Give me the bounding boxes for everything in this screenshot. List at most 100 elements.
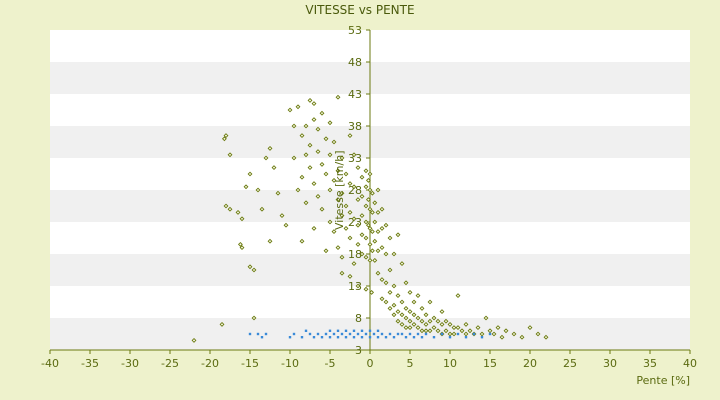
data-point xyxy=(315,149,321,155)
data-point xyxy=(395,309,401,315)
data-point xyxy=(483,315,489,321)
data-point xyxy=(332,332,336,336)
data-point xyxy=(375,248,381,254)
data-point xyxy=(312,336,316,339)
x-tick-label: 0 xyxy=(367,357,374,370)
data-point xyxy=(372,238,378,244)
data-point xyxy=(423,321,429,327)
data-point xyxy=(351,216,357,222)
data-point xyxy=(495,325,501,331)
data-point xyxy=(411,321,417,327)
data-point xyxy=(351,184,357,190)
data-point xyxy=(423,312,429,318)
data-point xyxy=(352,336,356,339)
x-tick-label: -15 xyxy=(241,357,259,370)
data-point xyxy=(339,155,345,161)
data-point xyxy=(411,299,417,305)
x-tick-label: 15 xyxy=(483,357,497,370)
data-point xyxy=(499,334,505,340)
data-point xyxy=(388,332,392,336)
x-tick-label: 35 xyxy=(643,357,657,370)
data-point xyxy=(411,312,417,318)
data-point xyxy=(431,325,437,331)
data-point xyxy=(432,336,436,339)
data-point xyxy=(343,203,349,209)
data-point xyxy=(384,336,388,339)
data-point xyxy=(387,235,393,241)
x-tick-label: 10 xyxy=(443,357,457,370)
data-point xyxy=(448,336,452,339)
data-point xyxy=(360,329,364,332)
data-point xyxy=(431,315,437,321)
data-point xyxy=(392,336,396,339)
data-point xyxy=(363,219,369,225)
data-point xyxy=(352,329,356,332)
data-point xyxy=(344,329,348,332)
data-point xyxy=(408,332,412,336)
data-point xyxy=(403,315,409,321)
data-point xyxy=(407,289,413,295)
y-tick-label: 48 xyxy=(348,56,362,69)
data-point xyxy=(527,325,533,331)
data-point xyxy=(347,181,353,187)
data-point xyxy=(455,293,461,299)
data-point xyxy=(320,336,324,339)
data-point xyxy=(391,312,397,318)
data-point xyxy=(304,329,308,332)
data-point xyxy=(327,219,333,225)
data-point xyxy=(331,229,337,235)
data-point xyxy=(435,328,441,334)
data-point xyxy=(335,197,341,203)
data-point xyxy=(295,187,301,193)
data-point xyxy=(300,336,304,339)
data-point xyxy=(335,245,341,251)
data-point xyxy=(383,222,389,228)
data-point xyxy=(415,325,421,331)
data-point xyxy=(375,270,381,276)
data-point xyxy=(376,329,380,332)
data-point xyxy=(359,174,365,180)
x-tick-label: 30 xyxy=(603,357,617,370)
data-point xyxy=(467,328,473,334)
data-point xyxy=(456,332,460,336)
data-point xyxy=(364,332,368,336)
x-tick-label: 40 xyxy=(683,357,697,370)
y-tick-label: 33 xyxy=(348,152,362,165)
data-point xyxy=(311,225,317,231)
data-point xyxy=(331,139,337,145)
y-tick-label: 8 xyxy=(355,312,362,325)
data-point xyxy=(336,329,340,332)
data-point xyxy=(328,329,332,332)
data-point xyxy=(239,216,245,222)
data-point xyxy=(368,336,372,339)
data-point xyxy=(327,120,333,126)
data-point xyxy=(359,251,365,257)
data-point xyxy=(339,190,345,196)
x-tick-label: 25 xyxy=(563,357,577,370)
data-point xyxy=(248,332,252,336)
data-point xyxy=(223,133,229,139)
data-point xyxy=(263,155,269,161)
y-axis-label: Vitesse [km/h] xyxy=(333,151,346,231)
data-point xyxy=(365,222,371,228)
data-point xyxy=(451,331,457,337)
data-point xyxy=(475,325,481,331)
data-point xyxy=(319,110,325,116)
data-point xyxy=(328,336,332,339)
data-point xyxy=(375,229,381,235)
data-point xyxy=(387,289,393,295)
data-point xyxy=(327,152,333,158)
data-point xyxy=(423,328,429,334)
data-point xyxy=(427,318,433,324)
data-point xyxy=(369,229,375,235)
data-point xyxy=(383,280,389,286)
data-point xyxy=(191,337,197,343)
data-point xyxy=(247,171,253,177)
data-point xyxy=(395,232,401,238)
data-point xyxy=(311,117,317,123)
data-point xyxy=(324,332,328,336)
data-point xyxy=(535,331,541,337)
data-point xyxy=(447,321,453,327)
